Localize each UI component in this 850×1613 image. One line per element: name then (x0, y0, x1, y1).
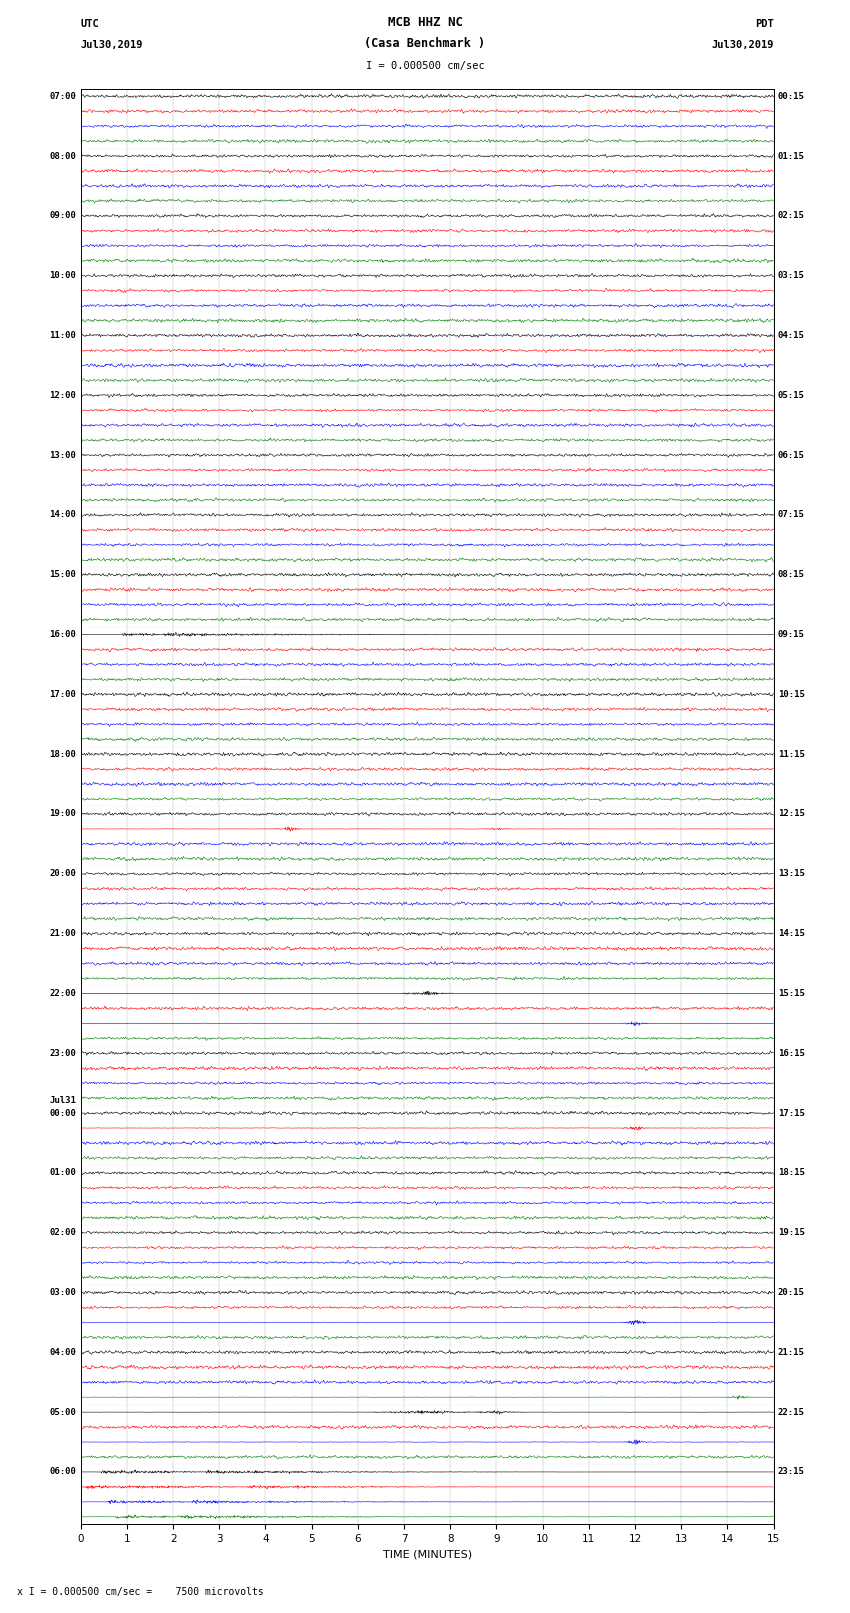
Text: 21:15: 21:15 (778, 1348, 805, 1357)
Text: 18:00: 18:00 (49, 750, 76, 758)
Text: 03:15: 03:15 (778, 271, 805, 281)
Text: Jul31: Jul31 (49, 1095, 76, 1105)
Text: 18:15: 18:15 (778, 1168, 805, 1177)
Text: 19:00: 19:00 (49, 810, 76, 818)
Text: 14:00: 14:00 (49, 510, 76, 519)
Text: x I = 0.000500 cm/sec =    7500 microvolts: x I = 0.000500 cm/sec = 7500 microvolts (17, 1587, 264, 1597)
Text: 09:00: 09:00 (49, 211, 76, 221)
Text: I = 0.000500 cm/sec: I = 0.000500 cm/sec (366, 61, 484, 71)
Text: 01:00: 01:00 (49, 1168, 76, 1177)
X-axis label: TIME (MINUTES): TIME (MINUTES) (382, 1550, 472, 1560)
Text: 01:15: 01:15 (778, 152, 805, 161)
Text: 10:00: 10:00 (49, 271, 76, 281)
Text: 05:00: 05:00 (49, 1408, 76, 1416)
Text: 15:00: 15:00 (49, 571, 76, 579)
Text: 00:15: 00:15 (778, 92, 805, 100)
Text: Jul30,2019: Jul30,2019 (81, 40, 144, 50)
Text: 22:15: 22:15 (778, 1408, 805, 1416)
Text: 16:15: 16:15 (778, 1048, 805, 1058)
Text: 20:15: 20:15 (778, 1289, 805, 1297)
Text: 06:15: 06:15 (778, 450, 805, 460)
Text: 08:15: 08:15 (778, 571, 805, 579)
Text: 19:15: 19:15 (778, 1227, 805, 1237)
Text: 16:00: 16:00 (49, 631, 76, 639)
Text: UTC: UTC (81, 19, 99, 29)
Text: 02:00: 02:00 (49, 1227, 76, 1237)
Text: 23:00: 23:00 (49, 1048, 76, 1058)
Text: 15:15: 15:15 (778, 989, 805, 998)
Text: 07:00: 07:00 (49, 92, 76, 100)
Text: 17:00: 17:00 (49, 690, 76, 698)
Text: 20:00: 20:00 (49, 869, 76, 879)
Text: 06:00: 06:00 (49, 1468, 76, 1476)
Text: (Casa Benchmark ): (Casa Benchmark ) (365, 37, 485, 50)
Text: 11:15: 11:15 (778, 750, 805, 758)
Text: 12:00: 12:00 (49, 390, 76, 400)
Text: 10:15: 10:15 (778, 690, 805, 698)
Text: 23:15: 23:15 (778, 1468, 805, 1476)
Text: 22:00: 22:00 (49, 989, 76, 998)
Text: 13:15: 13:15 (778, 869, 805, 879)
Text: 09:15: 09:15 (778, 631, 805, 639)
Text: 17:15: 17:15 (778, 1108, 805, 1118)
Text: 04:00: 04:00 (49, 1348, 76, 1357)
Text: 03:00: 03:00 (49, 1289, 76, 1297)
Text: 05:15: 05:15 (778, 390, 805, 400)
Text: 07:15: 07:15 (778, 510, 805, 519)
Text: 21:00: 21:00 (49, 929, 76, 939)
Text: 02:15: 02:15 (778, 211, 805, 221)
Text: 11:00: 11:00 (49, 331, 76, 340)
Text: 00:00: 00:00 (49, 1108, 76, 1118)
Text: Jul30,2019: Jul30,2019 (711, 40, 774, 50)
Text: 12:15: 12:15 (778, 810, 805, 818)
Text: 04:15: 04:15 (778, 331, 805, 340)
Text: MCB HHZ NC: MCB HHZ NC (388, 16, 462, 29)
Text: 08:00: 08:00 (49, 152, 76, 161)
Text: 14:15: 14:15 (778, 929, 805, 939)
Text: 13:00: 13:00 (49, 450, 76, 460)
Text: PDT: PDT (755, 19, 774, 29)
